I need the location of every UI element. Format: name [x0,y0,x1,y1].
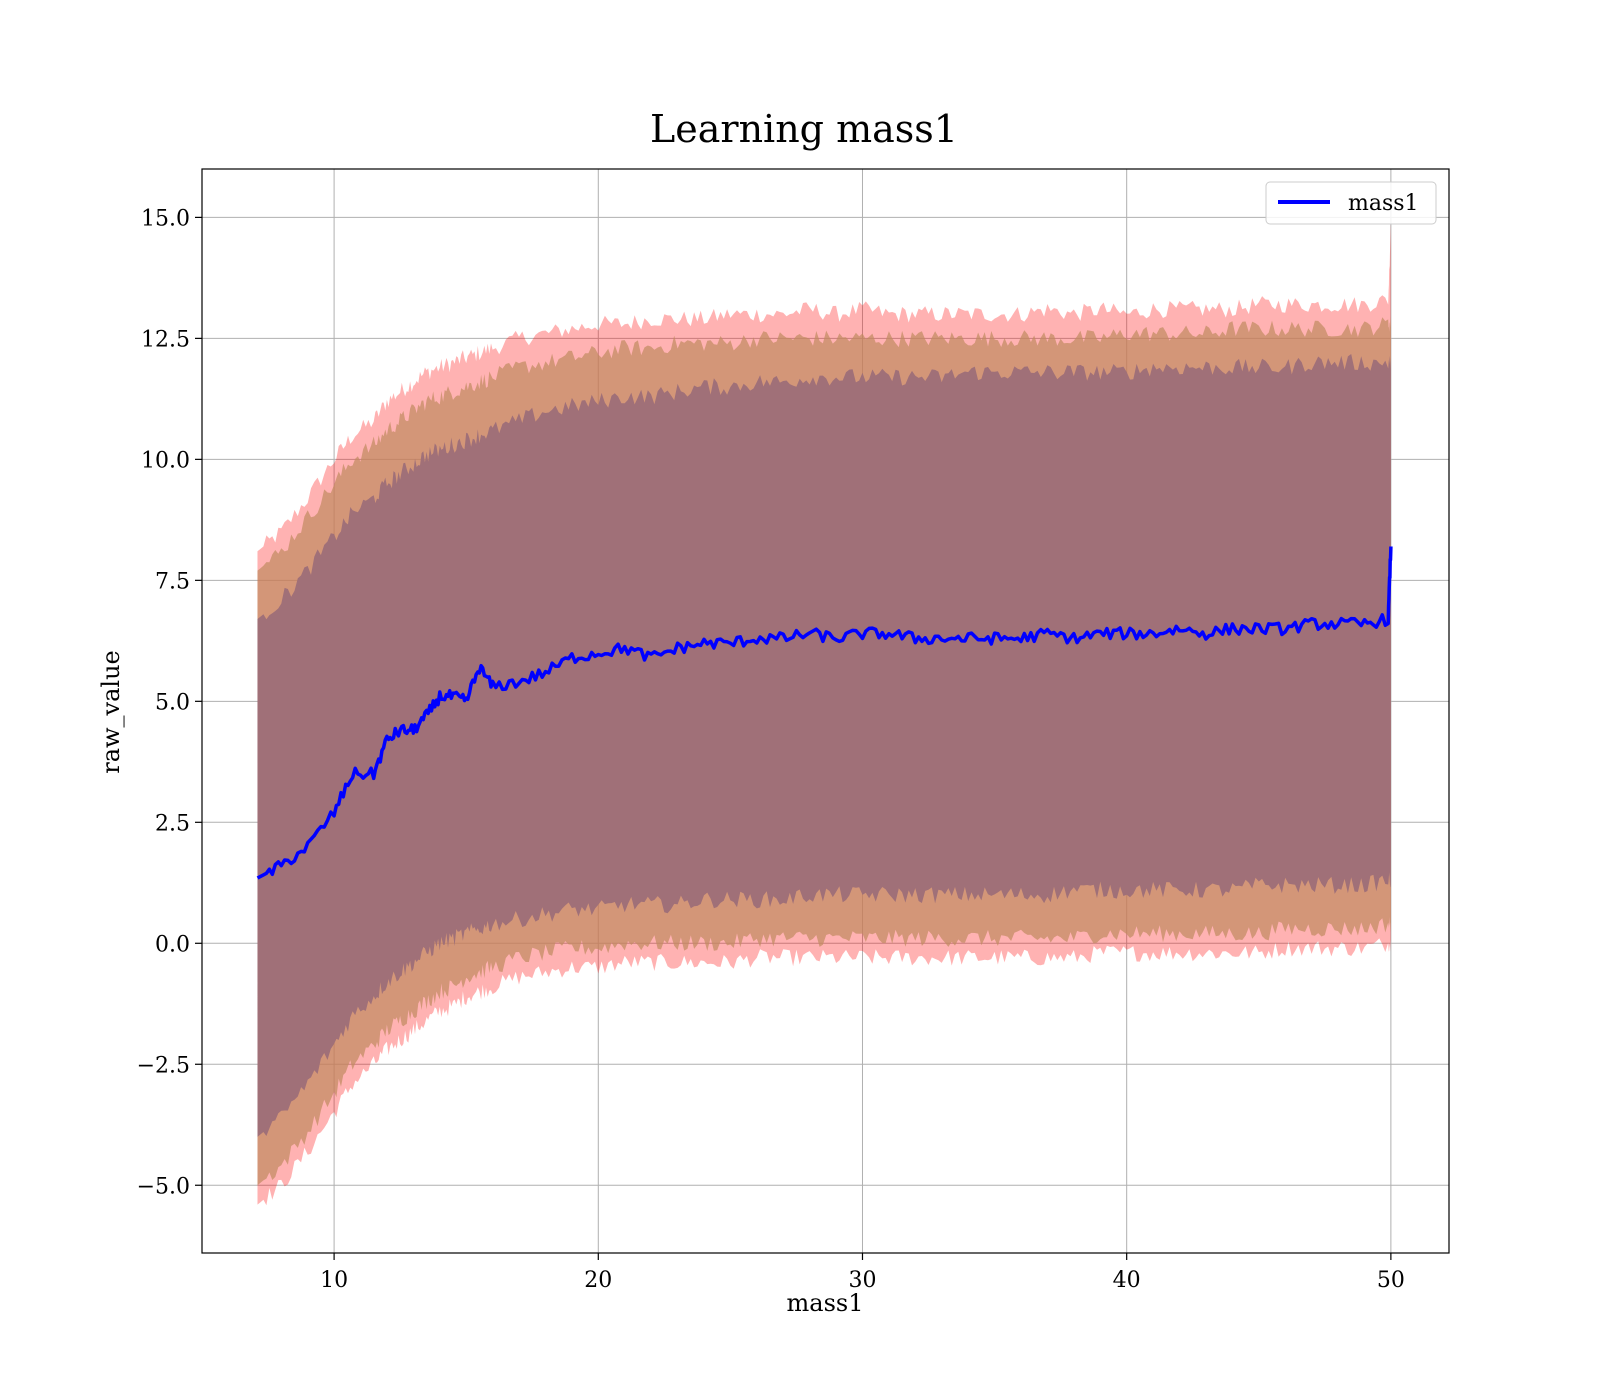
y-tick-label-8: 15.0 [141,206,190,231]
y-tick-label-5: 7.5 [155,569,190,594]
series-lines [256,546,1393,880]
y-tick-label-1: −2.5 [137,1053,190,1078]
x-tick-label-3: 40 [1113,1268,1141,1293]
y-tick-label-7: 12.5 [141,327,190,352]
y-tick-label-0: −5.0 [137,1174,190,1199]
band-inner [257,354,1391,1137]
y-tick-label-6: 10.0 [141,448,190,473]
legend-box [1265,181,1437,225]
y-tick-label-2: 0.0 [155,932,190,957]
legend: mass1 [1265,181,1437,225]
x-tick-label-0: 10 [320,1268,348,1293]
y-tick-label-4: 5.0 [155,690,190,715]
series-line-mass1 [256,546,1393,880]
y-tick-label-3: 2.5 [155,811,190,836]
x-axis-ticks: 10 20 30 40 50 [320,1253,1405,1293]
chart-title: Learning mass1 [650,107,958,151]
confidence-bands [257,222,1391,1206]
y-axis-ticks: −5.0 −2.5 0.0 2.5 5.0 7.5 10.0 12.5 15.0 [137,206,202,1199]
x-axis-label: mass1 [787,1289,864,1317]
y-axis-label: raw_value [97,650,125,774]
x-tick-label-1: 20 [584,1268,612,1293]
x-tick-label-2: 30 [848,1268,876,1293]
x-tick-label-4: 50 [1377,1268,1405,1293]
legend-label-mass1: mass1 [1348,191,1419,216]
plot-frame [201,168,1450,1254]
